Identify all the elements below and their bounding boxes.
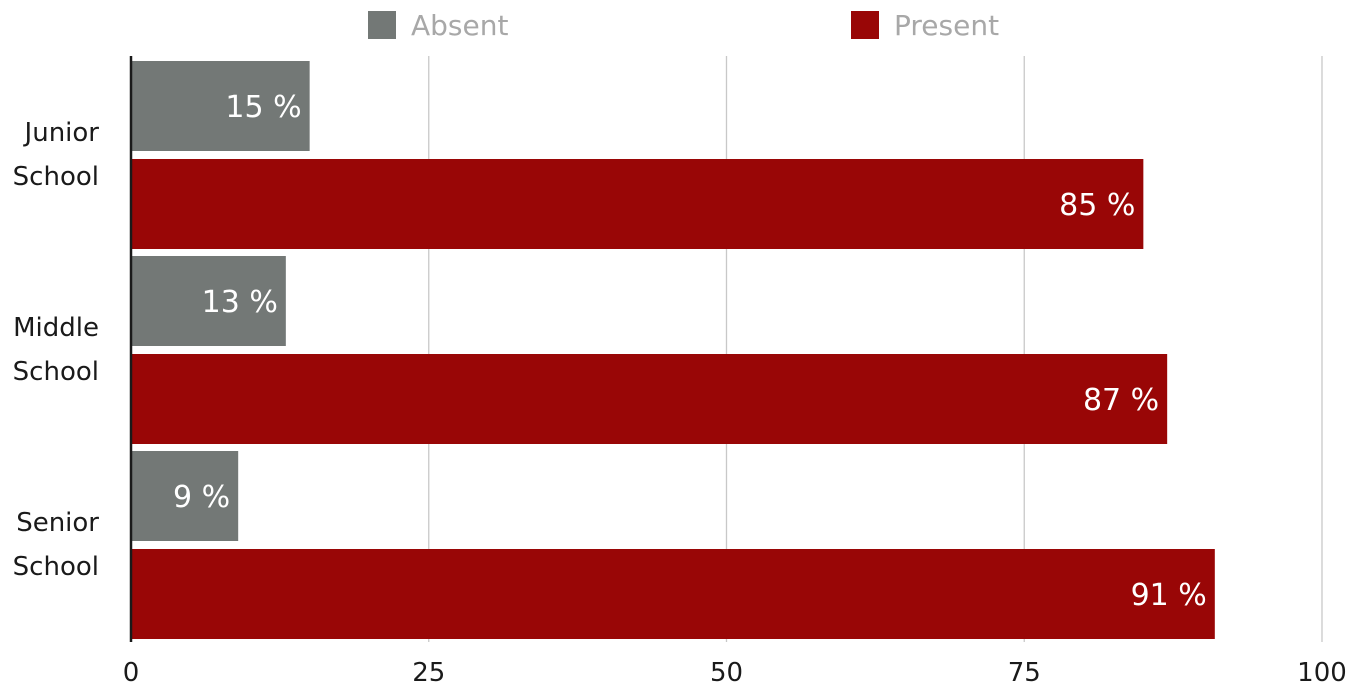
category-label-line: Middle — [13, 313, 99, 343]
category-label-line: Senior — [16, 508, 99, 538]
category-label-line: Junior — [23, 118, 100, 148]
bar-label-present-senior-school: 91 % — [1131, 578, 1207, 613]
bar-present-junior-school — [131, 159, 1144, 249]
grid-lines — [428, 56, 1323, 642]
legend-swatch-absent — [368, 11, 396, 39]
category-label-senior-school: Senior School — [13, 508, 100, 582]
category-label-junior-school: Junior School — [13, 118, 100, 192]
x-tick-label-75: 75 — [1008, 658, 1041, 687]
x-tick-label-25: 25 — [412, 658, 445, 687]
bar-label-absent-senior-school: 9 % — [173, 480, 230, 515]
category-label-line: School — [13, 162, 99, 192]
bar-absent-middle-school — [131, 256, 286, 346]
x-tick-label-50: 50 — [710, 658, 743, 687]
legend-swatch-present — [851, 11, 879, 39]
x-tick-label-0: 0 — [123, 658, 140, 687]
legend-label-present: Present — [894, 9, 999, 42]
x-tick-label-100: 100 — [1297, 658, 1347, 687]
legend-label-absent: Absent — [411, 9, 508, 42]
bars: 15 % 85 % 13 % 87 % 9 % 91 % — [131, 61, 1215, 639]
bar-label-present-junior-school: 85 % — [1059, 188, 1135, 223]
bar-label-absent-junior-school: 15 % — [225, 90, 301, 125]
category-label-line: School — [13, 552, 99, 582]
bar-label-absent-middle-school: 13 % — [202, 285, 278, 320]
bar-present-middle-school — [131, 354, 1168, 444]
bar-label-present-middle-school: 87 % — [1083, 383, 1159, 418]
bar-absent-senior-school — [131, 451, 239, 541]
category-label-line: School — [13, 357, 99, 387]
legend: Absent Present — [368, 9, 999, 42]
category-label-middle-school: Middle School — [13, 313, 99, 387]
bar-present-senior-school — [131, 549, 1215, 639]
bar-absent-junior-school — [131, 61, 310, 151]
